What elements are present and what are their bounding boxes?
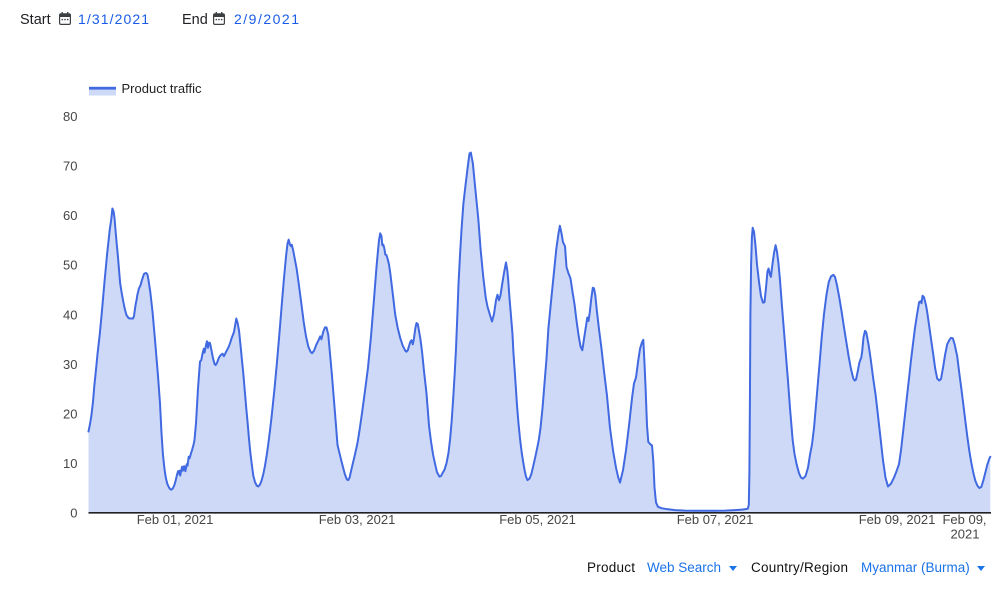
svg-text:Product traffic: Product traffic	[122, 81, 202, 96]
svg-text:Feb 01, 2021: Feb 01, 2021	[137, 512, 214, 527]
svg-text:10: 10	[63, 456, 77, 471]
svg-text:20: 20	[63, 406, 77, 421]
svg-text:Feb 03, 2021: Feb 03, 2021	[319, 512, 396, 527]
svg-text:Feb 09,: Feb 09,	[942, 512, 986, 527]
svg-text:Feb 05, 2021: Feb 05, 2021	[499, 512, 576, 527]
svg-text:2021: 2021	[951, 527, 980, 542]
svg-text:70: 70	[63, 159, 77, 174]
svg-text:30: 30	[63, 357, 77, 372]
svg-text:60: 60	[63, 208, 77, 223]
svg-text:80: 80	[63, 109, 77, 124]
svg-text:40: 40	[63, 307, 77, 322]
svg-text:Feb 09, 2021: Feb 09, 2021	[859, 512, 936, 527]
svg-text:0: 0	[70, 506, 77, 521]
svg-text:Feb 07, 2021: Feb 07, 2021	[677, 512, 754, 527]
svg-text:50: 50	[63, 258, 77, 273]
